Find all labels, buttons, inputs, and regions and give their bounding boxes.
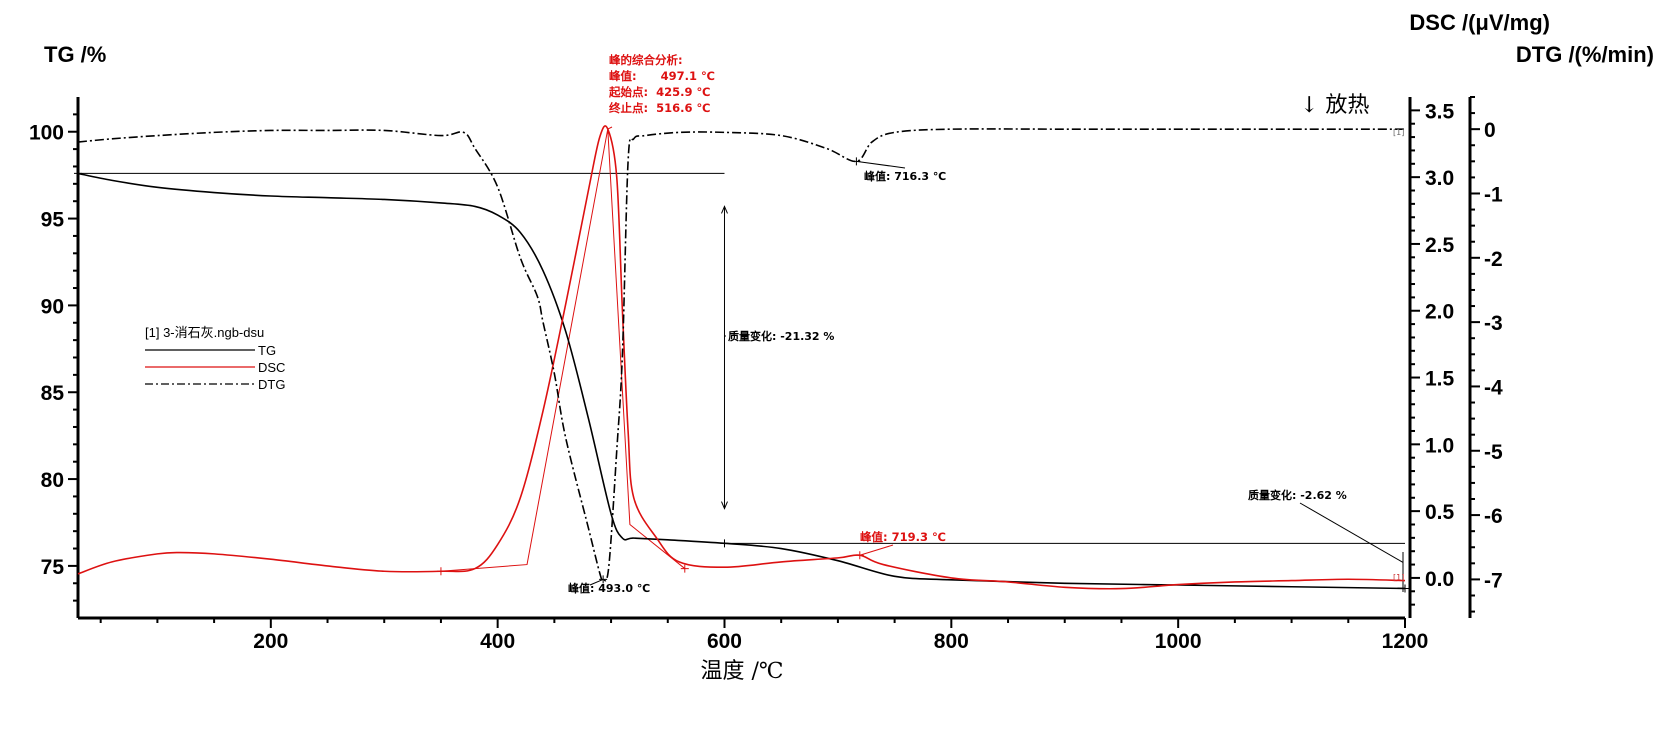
mass-change-1-label: 质量变化: -21.32 %: [728, 329, 834, 343]
legend-dsc-label: DSC: [258, 360, 285, 375]
mass-change-1-arrowhead-top: [721, 205, 728, 214]
tg-tick-label: 100: [29, 122, 64, 145]
tg-axis-title: TG /%: [44, 42, 106, 67]
tg-tick-label: 85: [41, 382, 65, 405]
dsc-tick-label: 2.5: [1425, 234, 1455, 257]
tg-tick-label: 95: [41, 209, 65, 232]
legend: [1] 3-消石灰.ngb-dsu TG DSC DTG: [145, 325, 285, 392]
dtg-tick-label: -5: [1484, 441, 1503, 464]
curve-tag-top: [1]: [1393, 128, 1404, 137]
dsc-tick-label: 0.5: [1425, 501, 1455, 524]
dtg-tick-label: -4: [1484, 376, 1503, 399]
dtg-tick-label: 0: [1484, 119, 1496, 142]
data-marker-dtg: [599, 575, 608, 584]
legend-tg-label: TG: [258, 343, 276, 358]
data-marker-tg: [720, 539, 729, 548]
dtg-peak-493-leader: [589, 578, 604, 586]
mass-change-2-label: 质量变化: -2.62 %: [1248, 488, 1347, 502]
dtg-peak-716-label: 峰值: 716.3 ℃: [864, 169, 946, 183]
dtg-tick-label: -1: [1484, 183, 1503, 206]
dtg-peak-716-leader: [856, 160, 906, 169]
dtg-tick-label: -2: [1484, 248, 1503, 271]
x-tick-label: 200: [253, 630, 288, 653]
dsc-tick-label: 1.0: [1425, 434, 1454, 457]
dsc-tick-label: 0.0: [1425, 568, 1454, 591]
curve-tag-bottom: [1]: [1393, 573, 1404, 582]
dsc-tick-label: 3.5: [1425, 100, 1455, 123]
dsc-axis-title: DSC /(μV/mg): [1409, 10, 1550, 35]
dsc-tick-label: 3.0: [1425, 167, 1454, 190]
series-layer: [74, 125, 1409, 593]
x-axis-title: 温度 /℃: [700, 659, 783, 684]
mass-change-2-leader: [1299, 502, 1404, 563]
series-dsc-line: [77, 125, 1406, 590]
x-tick-label: 400: [480, 630, 515, 653]
series-dtg-line: [77, 128, 1405, 582]
dsc-tick-label: 1.5: [1425, 368, 1455, 391]
axes: 200 400 600 800 1000 1200 75 80 85 90 95 100 0.0 0.5 1…: [29, 96, 1503, 653]
data-marker-tg: [74, 169, 82, 178]
x-tick-label: 600: [707, 630, 742, 653]
data-marker-dsc: [436, 567, 445, 576]
data-marker-dtg: [852, 157, 861, 166]
data-marker-dsc: [855, 551, 864, 560]
dtg-tick-label: -3: [1484, 312, 1503, 335]
dtg-tick-label: -6: [1484, 505, 1503, 528]
x-tick-label: 1200: [1382, 630, 1429, 653]
tg-tick-label: 90: [41, 295, 64, 318]
mass-change-1-arrowhead-bottom: [721, 501, 728, 510]
dsc-peak-719-label: 峰值: 719.3 ℃: [860, 530, 946, 544]
legend-dtg-label: DTG: [258, 377, 285, 392]
data-marker-tg: [1401, 584, 1409, 593]
legend-title: [1] 3-消石灰.ngb-dsu: [145, 325, 264, 340]
dsc-endset-value: 终止点: 516.6 ℃: [609, 101, 710, 115]
tg-tick-label: 75: [41, 556, 65, 579]
dtg-axis-title: DTG /(%/min): [1516, 42, 1654, 67]
x-tick-label: 1000: [1155, 630, 1202, 653]
data-marker-dsc: [680, 564, 689, 573]
dsc-peak-value: 峰值: 497.1 ℃: [609, 69, 715, 83]
dsc-tick-label: 2.0: [1425, 301, 1454, 324]
dsc-peak-719-leader: [859, 544, 894, 556]
dsc-onset-value: 起始点: 425.9 ℃: [608, 85, 710, 99]
x-tick-label: 800: [934, 630, 969, 653]
dtg-tick-label: -7: [1484, 569, 1503, 592]
exo-direction-label: ↓ 放热: [1300, 93, 1369, 118]
dsc-peak-analysis-header: 峰的综合分析:: [609, 53, 683, 67]
dsc-peak-construction: [440, 128, 686, 572]
tg-tick-label: 80: [41, 469, 64, 492]
dtg-peak-493-label: 峰值: 493.0 ℃: [568, 581, 650, 595]
